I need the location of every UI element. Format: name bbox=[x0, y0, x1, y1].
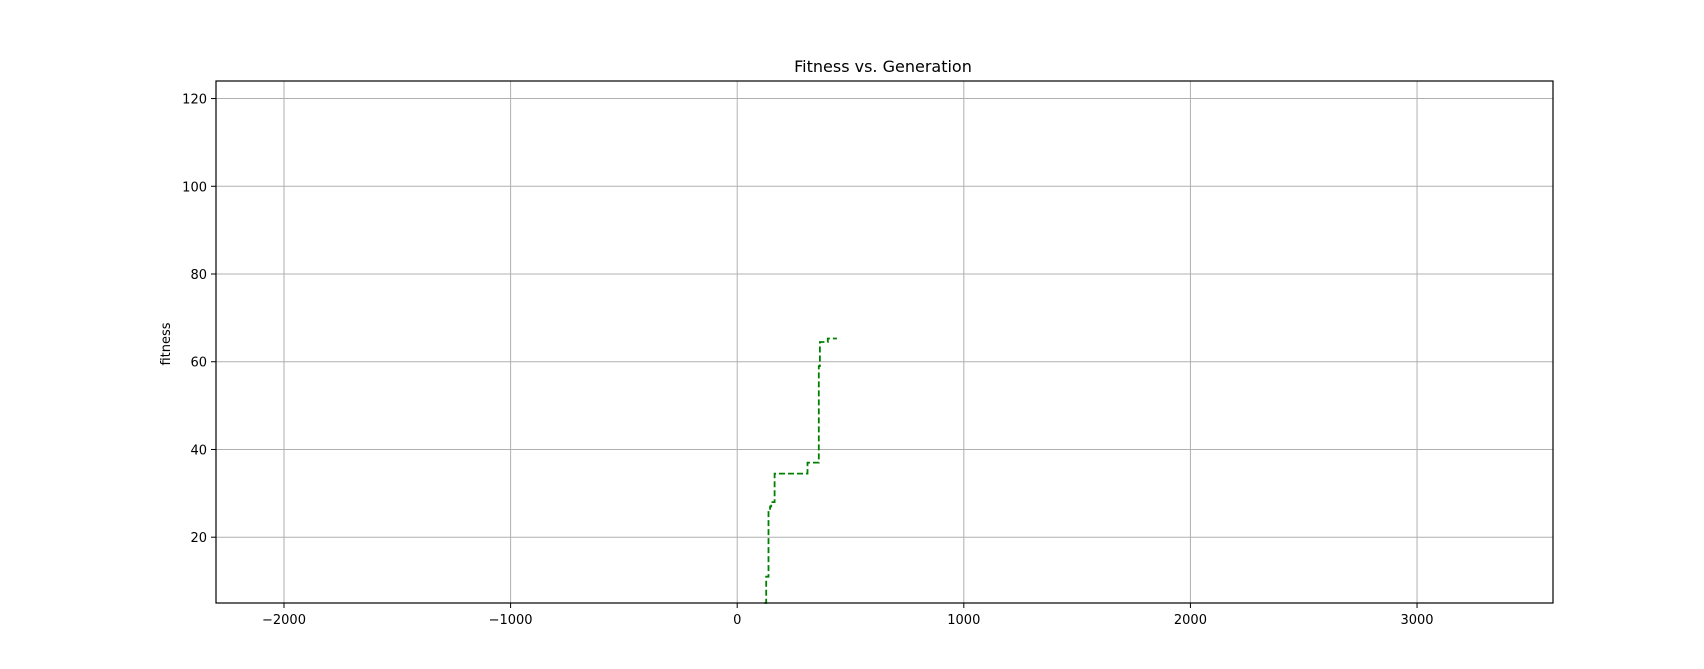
grid bbox=[216, 81, 1553, 603]
series-group bbox=[764, 337, 837, 604]
axis-ticks: −2000 −1000 0 1000 2000 3000 20 40 60 80 100 120 bbox=[182, 93, 1433, 628]
series-line-0 bbox=[764, 337, 837, 604]
plot-frame bbox=[215, 80, 1554, 604]
x-tick-label: 3000 bbox=[1400, 613, 1433, 628]
x-tick-label: −1000 bbox=[489, 613, 533, 628]
x-tick-label: 2000 bbox=[1174, 613, 1207, 628]
y-tick-label: 20 bbox=[190, 531, 207, 546]
y-tick-label: 100 bbox=[182, 180, 207, 195]
x-tick-label: −2000 bbox=[262, 613, 306, 628]
chart-title: Fitness vs. Generation bbox=[794, 57, 972, 76]
y-tick-label: 40 bbox=[190, 443, 207, 458]
y-axis-label: fitness bbox=[159, 322, 174, 365]
y-tick-label: 120 bbox=[182, 93, 207, 108]
y-tick-label: 80 bbox=[190, 268, 207, 283]
x-tick-label: 1000 bbox=[947, 613, 980, 628]
y-tick-label: 60 bbox=[190, 356, 207, 371]
x-tick-label: 0 bbox=[733, 613, 741, 628]
